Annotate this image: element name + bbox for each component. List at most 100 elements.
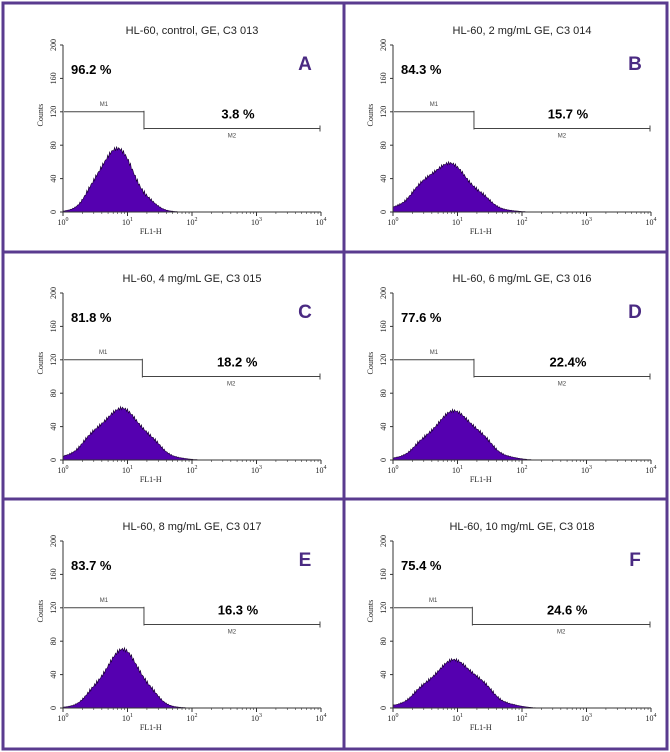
panel-title: HL-60, 8 mg/mL GE, C3 017 [123,521,262,533]
panel-letter: C [298,302,312,323]
panel-letter: B [628,54,642,75]
panel-title: HL-60, 4 mg/mL GE, C3 015 [123,273,262,285]
x-tick-base: 10 [581,714,589,723]
y-tick-label: 40 [49,175,58,183]
y-tick-label: 0 [379,210,388,214]
y-tick-label: 80 [379,141,388,149]
y-tick-label: 120 [49,106,58,118]
y-tick-label: 0 [379,706,388,710]
x-tick-label: 100 [58,465,69,475]
x-tick-exponent: 3 [259,713,262,719]
x-tick-base: 10 [187,714,195,723]
y-tick-label: 40 [49,671,58,679]
x-tick-exponent: 3 [589,713,592,719]
x-tick-exponent: 1 [130,713,133,719]
x-tick-base: 10 [646,466,654,475]
y-tick-label: 80 [49,141,58,149]
x-tick-label: 102 [517,465,528,475]
x-tick-exponent: 1 [460,713,463,719]
y-tick-label: 0 [49,706,58,710]
y-tick-label: 160 [379,72,388,84]
gate-m1-percent: 81.8 % [71,310,112,325]
y-axis-label: Counts [36,104,45,127]
x-axis-label: FL1-H [470,723,492,732]
histogram-area [392,408,651,461]
x-tick-exponent: 0 [66,713,69,719]
gate-m2-label: M2 [558,382,567,388]
x-tick-exponent: 4 [324,713,327,719]
histogram-area [392,160,651,213]
x-tick-exponent: 2 [195,713,198,719]
x-tick-base: 10 [58,218,66,227]
x-tick-label: 101 [122,713,133,723]
y-tick-label: 80 [49,637,58,645]
x-tick-label: 103 [251,713,262,723]
x-tick-label: 103 [251,465,262,475]
y-axis-label: Counts [36,600,45,623]
x-tick-exponent: 2 [525,713,528,719]
x-axis-label: FL1-H [140,723,162,732]
y-tick-label: 120 [379,602,388,614]
x-tick-exponent: 3 [589,465,592,471]
gate-m2-percent: 15.7 % [548,107,589,122]
y-tick-label: 40 [379,175,388,183]
gate-m2-percent: 18.2 % [217,355,258,370]
x-tick-label: 101 [452,217,463,227]
x-tick-label: 103 [581,465,592,475]
x-tick-exponent: 4 [324,465,327,471]
y-tick-label: 160 [49,568,58,580]
gate-m1-percent: 84.3 % [401,62,442,77]
x-tick-base: 10 [122,466,130,475]
x-axis-label: FL1-H [140,475,162,484]
x-tick-exponent: 0 [396,217,399,223]
panel-letter: D [628,302,642,323]
x-axis-label: FL1-H [470,227,492,236]
x-tick-label: 102 [187,465,198,475]
x-tick-exponent: 4 [654,713,657,719]
x-tick-base: 10 [517,714,525,723]
gate-m1-label: M1 [99,350,108,356]
x-tick-base: 10 [316,714,324,723]
x-tick-label: 101 [452,713,463,723]
y-tick-label: 120 [379,106,388,118]
histogram-panel-d: HL-60, 6 mg/mL GE, C3 016040801201602001… [366,273,657,484]
x-tick-exponent: 1 [460,465,463,471]
panel-letter: E [299,550,312,571]
x-tick-exponent: 4 [324,217,327,223]
y-tick-label: 80 [379,637,388,645]
panel-title: HL-60, 2 mg/mL GE, C3 014 [453,25,592,37]
x-tick-base: 10 [388,466,396,475]
x-axis-label: FL1-H [470,475,492,484]
y-tick-label: 40 [379,423,388,431]
x-tick-label: 100 [58,713,69,723]
x-tick-base: 10 [581,466,589,475]
gate-m1-label: M1 [100,598,109,604]
x-tick-label: 104 [646,713,657,723]
x-tick-exponent: 1 [130,465,133,471]
gate-m2-percent: 3.8 % [221,107,255,122]
y-tick-label: 120 [49,354,58,366]
x-tick-label: 100 [388,217,399,227]
x-tick-exponent: 0 [396,465,399,471]
x-tick-base: 10 [646,218,654,227]
x-tick-exponent: 1 [460,217,463,223]
x-tick-label: 104 [316,713,327,723]
gate-m2-percent: 24.6 % [547,603,588,618]
gate-m1-label: M1 [100,102,109,108]
x-tick-exponent: 2 [525,465,528,471]
x-tick-label: 101 [452,465,463,475]
y-tick-label: 0 [379,458,388,462]
x-tick-exponent: 0 [396,713,399,719]
x-tick-base: 10 [517,466,525,475]
histogram-panel-e: HL-60, 8 mg/mL GE, C3 017040801201602001… [36,521,327,732]
x-tick-base: 10 [251,218,259,227]
y-tick-label: 200 [379,535,388,547]
panel-title: HL-60, 10 mg/mL GE, C3 018 [449,521,594,533]
y-tick-label: 0 [49,458,58,462]
x-tick-label: 102 [517,713,528,723]
x-tick-exponent: 0 [66,217,69,223]
x-tick-exponent: 3 [259,465,262,471]
panel-title: HL-60, control, GE, C3 013 [126,25,259,37]
